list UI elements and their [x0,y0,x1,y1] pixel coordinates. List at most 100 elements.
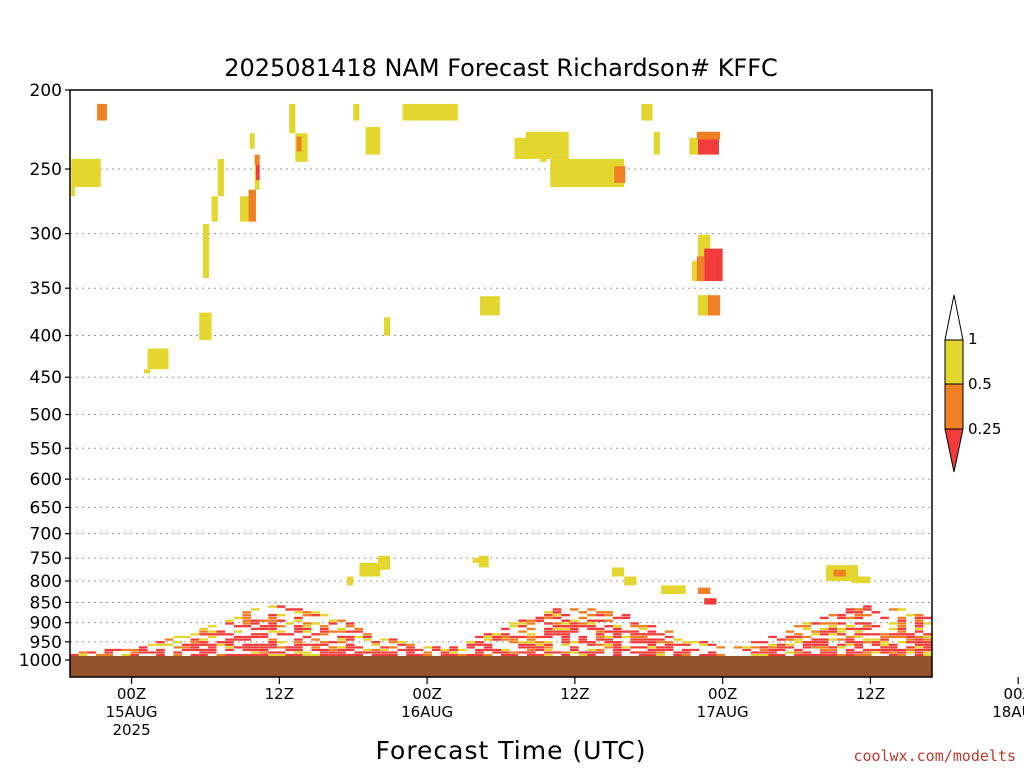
ri-cell [337,638,346,641]
ri-cell [363,633,372,636]
ri-cell [888,635,898,639]
ri-cell [630,646,639,649]
ri-cell [432,646,441,649]
ri-cell [319,630,329,633]
ri-cell [621,613,631,617]
ri-cell [638,625,648,628]
ri-cell [242,638,252,641]
ri-cell [544,616,553,620]
ri-cell [526,638,536,641]
ri-cell [251,646,260,649]
ri-cell [656,653,665,657]
ri-cell [225,619,234,622]
ri-cell [794,635,803,639]
ri-cell [501,635,510,639]
ri-cell [345,635,355,639]
ri-cell [656,646,665,649]
ri-cell [897,630,907,633]
ri-cell [828,651,838,654]
ri-cell [863,651,872,654]
ri-cell [190,646,200,649]
ri-cell [397,641,407,644]
ri-cell [406,653,415,657]
ri-cell [794,638,803,641]
ri-cell [578,625,588,628]
ri-cell [526,619,536,622]
ri-cell [845,608,855,611]
ri-cell [302,653,312,657]
x-tick-label: 17AUG [697,703,749,721]
ri-cell [785,651,795,654]
x-axis: 00Z15AUG202512Z00Z16AUG12Z00Z17AUG12Z00Z… [106,677,1024,739]
x-tick-label: 16AUG [401,703,453,721]
ri-cell [880,638,889,641]
ri-cell [268,627,277,631]
ri-cell [561,653,570,657]
ri-cell [294,638,303,641]
ri-cell [863,605,872,608]
ri-cell [70,653,79,657]
ri-cell [406,646,415,649]
ri-cell [647,633,657,636]
ri-cell [225,622,234,625]
y-tick-label: 650 [30,498,62,518]
ri-cell [630,625,639,628]
ri-cell [190,641,200,644]
ri-cell [647,625,657,628]
ri-cell [239,196,249,222]
ri-cell [294,619,303,622]
ri-cell [302,613,312,617]
ri-cell [682,651,691,654]
ri-cell [509,635,519,639]
ri-cell [871,643,881,646]
ri-cell [682,641,691,644]
ri-cell [509,653,519,657]
y-tick-label: 700 [30,525,62,545]
ri-cell [776,643,786,646]
ri-cell [906,635,915,639]
ri-cell [871,611,881,614]
ri-cell [535,648,545,652]
ri-cell [837,613,846,617]
ri-cell [337,619,346,622]
ri-cell [199,648,208,652]
ri-cell [552,611,562,614]
ri-cell [845,627,855,631]
ri-cell [914,646,924,649]
ri-cell [914,651,924,654]
ri-cell [276,613,286,617]
ri-cell [478,555,489,568]
ri-cell [294,648,303,652]
ri-cell [199,651,208,654]
ri-cell [475,648,484,652]
ri-cell [225,646,234,649]
ri-cell [750,651,760,654]
ri-cell [233,625,243,628]
ri-cell [255,164,260,181]
ri-cell [359,562,381,577]
x-tick-label: 00Z [708,685,737,703]
ri-cell [819,622,829,625]
ri-cell [923,641,932,644]
ri-cell [716,653,726,657]
x-tick-label: 12Z [560,685,589,703]
ri-cell [345,638,355,641]
ri-cell [682,653,691,657]
ri-cell [388,641,398,644]
ri-cell [268,605,277,608]
ri-cell [466,646,476,649]
ri-cell [483,633,493,636]
ri-cell [380,653,389,657]
ri-cell [923,635,932,639]
ri-cell [294,630,303,633]
ri-cell [242,625,252,628]
ri-cell [811,630,820,633]
ri-cell [845,653,855,657]
ri-cell [854,651,864,654]
ri-cell [828,633,838,636]
ri-cell [638,633,648,636]
ri-cell [630,633,639,636]
ri-cell [380,646,389,649]
ri-cell [691,260,699,282]
